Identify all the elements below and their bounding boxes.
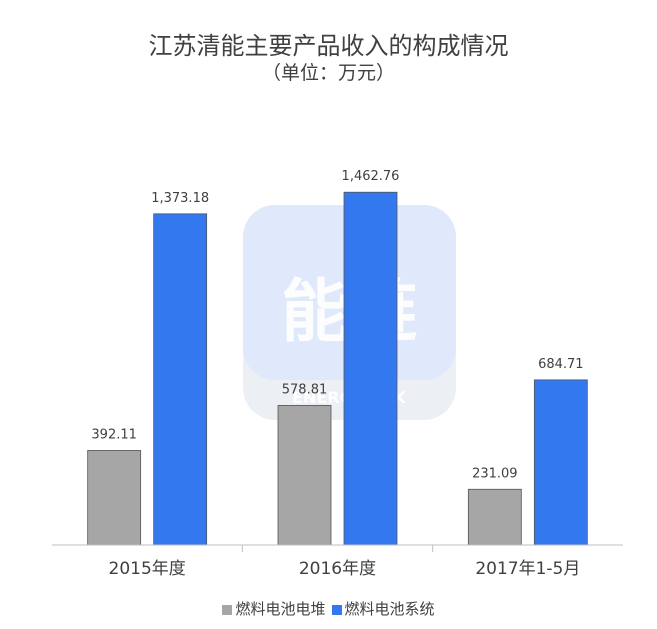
data-label: 578.81 [282,382,328,397]
data-label: 231.09 [472,466,518,481]
legend-swatch [331,605,342,615]
chart-title: 江苏清能主要产品收入的构成情况 [148,32,509,60]
bar-system-2 [533,379,588,546]
x-tick-label: 2015年度 [109,559,186,579]
x-tick-label: 2017年1-5月 [475,559,580,579]
data-label: 684.71 [538,357,584,372]
legend-label: 燃料电池系统 [344,600,435,618]
legend-label: 燃料电池电堆 [235,600,326,618]
bar-system-0 [153,213,208,546]
legend-item: 燃料电池电堆 [222,598,326,619]
data-label: 1,373.18 [151,191,209,206]
bar-stack-0 [87,450,142,546]
bar-stack-2 [467,488,522,546]
bar-system-1 [343,191,398,546]
data-label: 392.11 [91,427,137,442]
legend-item: 燃料电池系统 [331,598,435,619]
chart-subtitle: （单位：万元） [261,62,395,84]
legend: 燃料电池电堆 燃料电池系统 [0,598,657,619]
legend-swatch [222,605,233,615]
bar-stack-1 [277,405,332,546]
data-label: 1,462.76 [342,169,400,184]
x-tick-label: 2016年度 [299,559,376,579]
